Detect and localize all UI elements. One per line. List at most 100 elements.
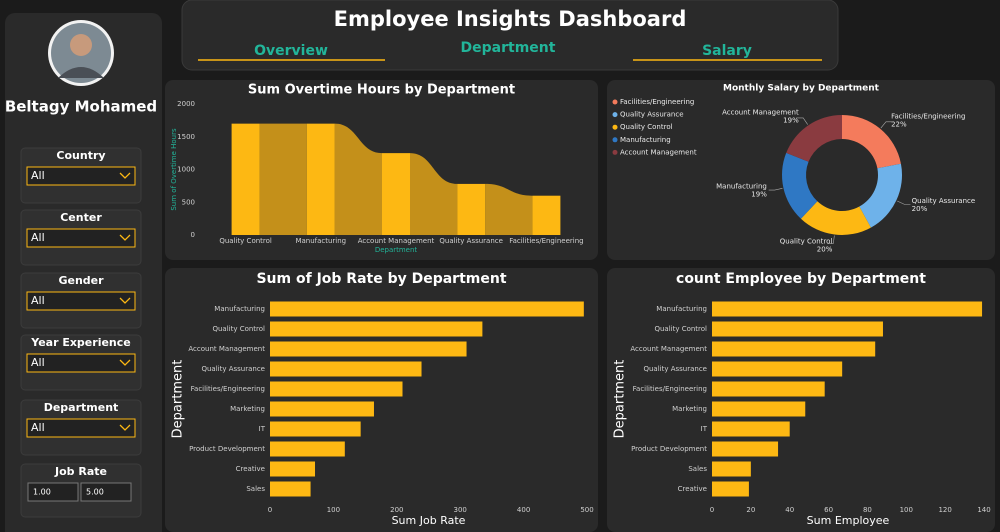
slice-value: 19% [783,116,799,124]
avatar-body [58,67,104,78]
legend-label: Quality Control [620,123,673,131]
bar [306,123,335,235]
y-tick-label: Product Development [189,445,265,453]
dropdown-value: All [31,421,45,434]
y-tick-label: Manufacturing [214,305,265,313]
range-input[interactable] [80,482,132,502]
x-tick-label: 100 [900,506,913,514]
x-tick-label: Quality Assurance [439,237,503,245]
y-tick-label: 0 [191,231,195,239]
y-axis-title: Department [171,360,186,439]
x-tick-label: Quality Control [219,237,272,245]
bar [712,401,806,417]
donut-slice [859,163,903,228]
x-tick-label: 500 [580,506,593,514]
x-tick-label: 100 [327,506,340,514]
y-tick-label: Quality Control [654,325,707,333]
dropdown-value: All [31,294,45,307]
leader-line [880,121,892,129]
y-tick-label: IT [701,425,708,433]
legend-label: Account Management [620,148,697,156]
ribbon [410,153,458,235]
chevron [119,424,131,431]
bar [382,153,410,235]
bar [231,123,260,235]
y-tick-label: Facilities/Engineering [191,385,265,393]
range-input[interactable] [27,482,79,502]
y-tick-label: 1500 [177,133,195,141]
slice-value: 19% [751,190,767,198]
bar [270,341,467,357]
dropdown-value: All [31,169,45,182]
leader-line [797,117,808,125]
dropdown[interactable] [26,418,136,438]
x-tick-label: Facilities/Engineering [509,237,583,245]
slice-label: Quality Control [780,237,833,245]
chart-panel [607,268,995,532]
dashboard-title: Employee Insights Dashboard [334,7,687,31]
legend-label: Quality Assurance [620,111,684,119]
legend-marker [612,124,618,130]
bar [457,183,486,235]
x-tick-label: 300 [454,506,467,514]
chevron [119,297,131,304]
y-tick-label: Product Development [631,445,707,453]
x-tick-label: 0 [710,506,714,514]
legend-marker [612,99,618,105]
ribbon [334,123,382,235]
slice-label: Quality Assurance [912,197,976,205]
slice-label: Facilities/Engineering [891,112,965,120]
bar [270,321,483,337]
y-tick-label: 500 [182,198,195,206]
y-tick-label: Marketing [230,405,265,413]
y-axis-title: Department [613,360,628,439]
y-tick-label: Quality Assurance [643,365,707,373]
tab[interactable]: Department [461,40,556,56]
y-tick-label: 2000 [177,100,195,108]
dropdown[interactable] [26,291,136,311]
filter-label: Country [56,149,105,162]
chart-title: Sum Overtime Hours by Department [248,83,515,98]
legend-label: Manufacturing [620,136,671,144]
range-min: 1.00 [33,488,51,497]
dropdown[interactable] [26,228,136,248]
x-tick-label: 40 [785,506,794,514]
ribbon [485,183,533,235]
filter-label: Year Experience [30,336,131,349]
user-name: Beltagy Mohamed [5,98,157,116]
x-tick-label: 60 [824,506,833,514]
leader-line [768,188,783,191]
bar [270,461,316,477]
y-axis-title: Sum of Overtime Hours [170,128,178,211]
bar [532,195,561,235]
x-tick-label: 140 [977,506,990,514]
bar [712,481,749,497]
dropdown-value: All [31,356,45,369]
donut-slice [842,115,901,169]
bar [712,301,983,317]
y-tick-label: Creative [236,465,265,473]
slice-value: 20% [912,205,928,213]
tab[interactable]: Overview [254,43,328,59]
donut-slice [782,152,818,219]
chart-title: count Employee by Department [676,271,926,287]
legend-marker [612,137,618,143]
slice-value: 22% [891,120,907,128]
legend-label: Facilities/Engineering [620,98,694,106]
bar [270,381,403,397]
dropdown[interactable] [26,166,136,186]
avatar-face [70,34,92,56]
dropdown[interactable] [26,353,136,373]
bar [712,361,843,377]
y-tick-label: IT [259,425,266,433]
filter-label: Job Rate [54,465,107,478]
chevron [119,359,131,366]
slice-value: 20% [817,245,833,253]
ribbon [259,123,307,235]
dropdown-value: All [31,231,45,244]
x-axis-title: Department [375,246,418,254]
tab[interactable]: Salary [702,43,752,59]
y-tick-label: Marketing [672,405,707,413]
slice-label: Account Management [722,108,799,116]
